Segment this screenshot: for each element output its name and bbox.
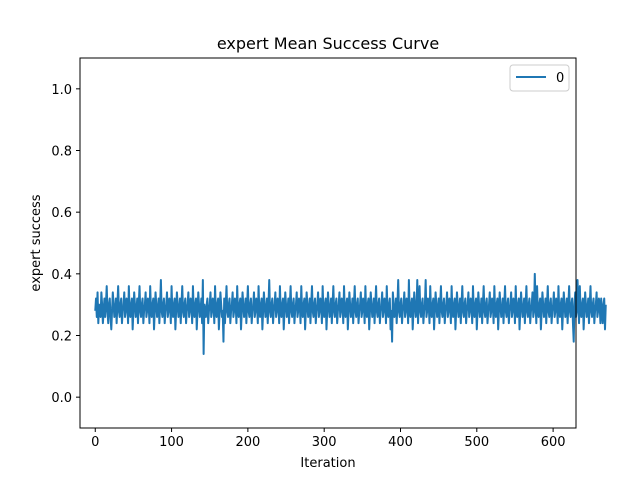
x-tick-label: 400 — [388, 435, 413, 450]
y-tick-label: 0.8 — [51, 145, 72, 160]
series-layer — [94, 272, 607, 355]
legend-label: 0 — [556, 71, 564, 86]
y-tick-label: 0.4 — [51, 268, 72, 283]
x-tick-label: 500 — [464, 435, 489, 450]
y-tick-label: 0.6 — [51, 206, 72, 221]
x-tick-label: 300 — [312, 435, 337, 450]
x-tick-label: 0 — [91, 435, 99, 450]
series-line-0 — [94, 272, 607, 355]
y-tick-label: 0.0 — [51, 391, 72, 406]
x-tick-label: 600 — [541, 435, 566, 450]
x-axis: 0 100 200 300 400 500 600 — [91, 428, 566, 450]
y-axis: 0.0 0.2 0.4 0.6 0.8 1.0 — [51, 83, 80, 406]
y-tick-label: 0.2 — [51, 330, 72, 345]
legend: 0 — [509, 64, 570, 92]
chart-title: expert Mean Success Curve — [217, 34, 439, 53]
x-tick-label: 200 — [235, 435, 260, 450]
y-axis-label: expert success — [29, 194, 44, 291]
x-tick-label: 100 — [159, 435, 184, 450]
y-tick-label: 1.0 — [51, 83, 72, 98]
x-axis-label: Iteration — [300, 456, 355, 471]
plot-frame — [79, 57, 577, 429]
